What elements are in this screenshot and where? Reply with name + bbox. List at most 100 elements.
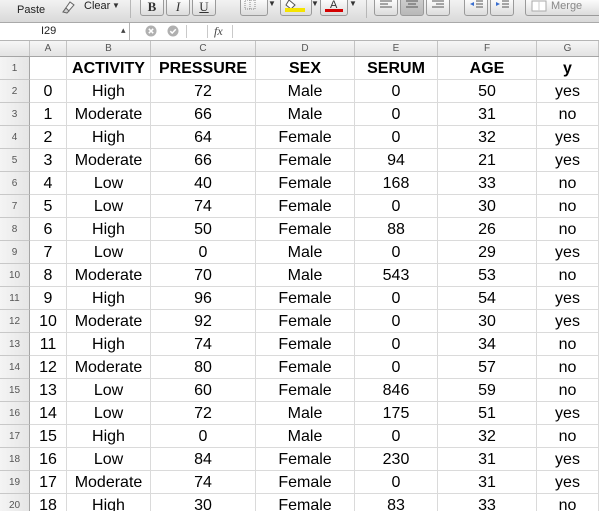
cell-f[interactable]: 31 (438, 471, 537, 494)
column-header-d[interactable]: D (256, 41, 355, 56)
column-title-cell[interactable] (30, 57, 67, 80)
column-title-cell[interactable]: SERUM (355, 57, 438, 80)
column-title-cell[interactable]: SEX (256, 57, 355, 80)
cell-c[interactable]: 74 (151, 333, 256, 356)
cell-a[interactable]: 8 (30, 264, 67, 287)
row-header[interactable]: 11 (0, 287, 30, 310)
cell-c[interactable]: 64 (151, 126, 256, 149)
cell-a[interactable]: 0 (30, 80, 67, 103)
cell-d[interactable]: Male (256, 80, 355, 103)
cell-c[interactable]: 30 (151, 494, 256, 511)
cell-f[interactable]: 57 (438, 356, 537, 379)
chevron-down-icon[interactable]: ▼ (268, 0, 276, 8)
cell-b[interactable]: Moderate (67, 471, 151, 494)
column-title-cell[interactable]: PRESSURE (151, 57, 256, 80)
cell-a[interactable]: 10 (30, 310, 67, 333)
fill-color-button[interactable] (280, 0, 312, 16)
cell-a[interactable]: 18 (30, 494, 67, 511)
column-header-a[interactable]: A (30, 41, 67, 56)
column-title-cell[interactable]: AGE (438, 57, 537, 80)
row-header[interactable]: 10 (0, 264, 30, 287)
cell-g[interactable]: no (537, 494, 599, 511)
name-box[interactable]: I29 ▴ (0, 23, 130, 40)
cell-g[interactable]: no (537, 218, 599, 241)
cell-a[interactable]: 1 (30, 103, 67, 126)
cell-f[interactable]: 26 (438, 218, 537, 241)
cell-a[interactable]: 5 (30, 195, 67, 218)
cell-g[interactable]: no (537, 195, 599, 218)
row-header[interactable]: 2 (0, 80, 30, 103)
select-all-corner[interactable] (0, 41, 30, 56)
row-header[interactable]: 16 (0, 402, 30, 425)
cell-b[interactable]: Moderate (67, 103, 151, 126)
row-header[interactable]: 5 (0, 149, 30, 172)
cell-f[interactable]: 34 (438, 333, 537, 356)
cell-b[interactable]: Low (67, 402, 151, 425)
row-header[interactable]: 7 (0, 195, 30, 218)
cell-g[interactable]: yes (537, 126, 599, 149)
cell-g[interactable]: yes (537, 448, 599, 471)
align-left-button[interactable] (374, 0, 398, 16)
underline-button[interactable]: U (192, 0, 216, 16)
cell-g[interactable]: yes (537, 310, 599, 333)
cell-g[interactable]: yes (537, 287, 599, 310)
cell-c[interactable]: 66 (151, 149, 256, 172)
cell-b[interactable]: Moderate (67, 310, 151, 333)
eraser-icon[interactable] (60, 0, 76, 14)
cell-a[interactable]: 15 (30, 425, 67, 448)
stepper-icon[interactable]: ▴ (121, 25, 126, 35)
cell-f[interactable]: 31 (438, 103, 537, 126)
cell-e[interactable]: 0 (355, 471, 438, 494)
cell-g[interactable]: no (537, 172, 599, 195)
column-header-f[interactable]: F (438, 41, 537, 56)
cell-b[interactable]: High (67, 494, 151, 511)
cell-f[interactable]: 33 (438, 494, 537, 511)
bold-button[interactable]: B (140, 0, 164, 16)
cell-g[interactable]: yes (537, 241, 599, 264)
cell-e[interactable]: 0 (355, 287, 438, 310)
cell-d[interactable]: Female (256, 218, 355, 241)
row-header[interactable]: 17 (0, 425, 30, 448)
cell-e[interactable]: 0 (355, 310, 438, 333)
cell-e[interactable]: 0 (355, 126, 438, 149)
cell-g[interactable]: no (537, 356, 599, 379)
cell-d[interactable]: Female (256, 333, 355, 356)
cell-b[interactable]: High (67, 126, 151, 149)
cell-b[interactable]: Low (67, 241, 151, 264)
check-icon[interactable] (167, 25, 179, 37)
column-header-g[interactable]: G (537, 41, 599, 56)
cell-a[interactable]: 9 (30, 287, 67, 310)
chevron-down-icon[interactable]: ▼ (311, 0, 319, 8)
cell-c[interactable]: 92 (151, 310, 256, 333)
cell-a[interactable]: 16 (30, 448, 67, 471)
cell-a[interactable]: 2 (30, 126, 67, 149)
cell-b[interactable]: Low (67, 172, 151, 195)
cell-e[interactable]: 94 (355, 149, 438, 172)
row-header[interactable]: 6 (0, 172, 30, 195)
cell-f[interactable]: 30 (438, 310, 537, 333)
function-icon[interactable]: fx (214, 24, 223, 38)
row-header[interactable]: 9 (0, 241, 30, 264)
cell-d[interactable]: Female (256, 471, 355, 494)
cell-d[interactable]: Female (256, 494, 355, 511)
cell-c[interactable]: 80 (151, 356, 256, 379)
cell-c[interactable]: 50 (151, 218, 256, 241)
increase-indent-button[interactable] (490, 0, 514, 16)
cell-b[interactable]: Moderate (67, 356, 151, 379)
cell-f[interactable]: 32 (438, 126, 537, 149)
cell-f[interactable]: 50 (438, 80, 537, 103)
cell-a[interactable]: 6 (30, 218, 67, 241)
cell-g[interactable]: no (537, 333, 599, 356)
cell-f[interactable]: 32 (438, 425, 537, 448)
cell-d[interactable]: Male (256, 402, 355, 425)
italic-button[interactable]: I (166, 0, 190, 16)
cell-e[interactable]: 168 (355, 172, 438, 195)
decrease-indent-button[interactable] (464, 0, 488, 16)
cell-c[interactable]: 72 (151, 402, 256, 425)
cell-b[interactable]: Moderate (67, 264, 151, 287)
cell-d[interactable]: Female (256, 448, 355, 471)
row-header[interactable]: 12 (0, 310, 30, 333)
cell-e[interactable]: 0 (355, 425, 438, 448)
cell-e[interactable]: 83 (355, 494, 438, 511)
cell-a[interactable]: 12 (30, 356, 67, 379)
